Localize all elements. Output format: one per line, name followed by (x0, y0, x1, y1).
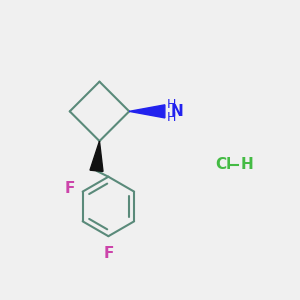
Text: N: N (170, 104, 183, 119)
Text: F: F (65, 181, 75, 196)
Text: F: F (103, 246, 114, 261)
Text: H: H (241, 158, 254, 172)
Text: Cl: Cl (215, 158, 232, 172)
Text: H: H (167, 98, 176, 111)
Polygon shape (90, 141, 103, 172)
Polygon shape (129, 105, 165, 118)
Text: H: H (167, 111, 176, 124)
